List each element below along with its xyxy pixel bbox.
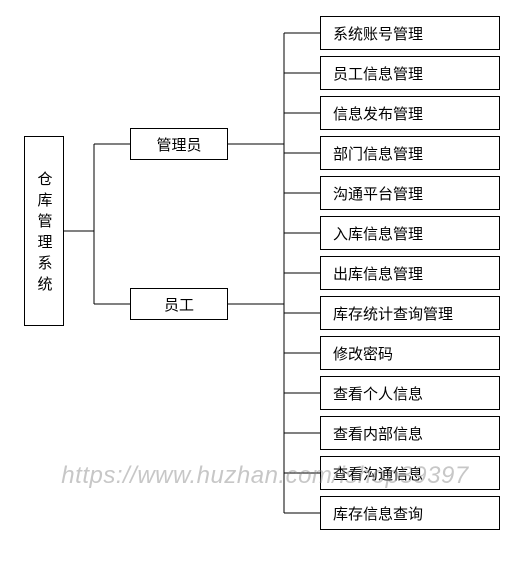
leaf-node: 员工信息管理 — [320, 56, 500, 90]
leaf-label: 查看内部信息 — [333, 423, 423, 444]
root-node: 仓库管理系统 — [24, 136, 64, 326]
leaf-node: 修改密码 — [320, 336, 500, 370]
leaf-node: 库存信息查询 — [320, 496, 500, 530]
leaf-label: 部门信息管理 — [333, 143, 423, 164]
leaf-label: 查看个人信息 — [333, 383, 423, 404]
leaf-label: 信息发布管理 — [333, 103, 423, 124]
leaf-label: 出库信息管理 — [333, 263, 423, 284]
leaf-node: 沟通平台管理 — [320, 176, 500, 210]
leaf-label: 入库信息管理 — [333, 223, 423, 244]
leaf-label: 员工信息管理 — [333, 63, 423, 84]
leaf-node: 库存统计查询管理 — [320, 296, 500, 330]
group-label: 管理员 — [156, 134, 201, 155]
leaf-node: 查看个人信息 — [320, 376, 500, 410]
leaf-label: 沟通平台管理 — [333, 183, 423, 204]
leaf-label: 库存统计查询管理 — [333, 303, 453, 324]
group-label: 员工 — [164, 294, 194, 315]
leaf-node: 查看内部信息 — [320, 416, 500, 450]
leaf-node: 出库信息管理 — [320, 256, 500, 290]
leaf-label: 系统账号管理 — [333, 23, 423, 44]
leaf-node: 部门信息管理 — [320, 136, 500, 170]
leaf-node: 系统账号管理 — [320, 16, 500, 50]
leaf-label: 库存信息查询 — [333, 503, 423, 524]
leaf-label: 查看沟通信息 — [333, 463, 423, 484]
group-node-staff: 员工 — [130, 288, 228, 320]
leaf-node: 查看沟通信息 — [320, 456, 500, 490]
leaf-node: 入库信息管理 — [320, 216, 500, 250]
root-label: 仓库管理系统 — [34, 165, 55, 297]
leaf-node: 信息发布管理 — [320, 96, 500, 130]
group-node-admin: 管理员 — [130, 128, 228, 160]
leaf-label: 修改密码 — [333, 343, 393, 364]
